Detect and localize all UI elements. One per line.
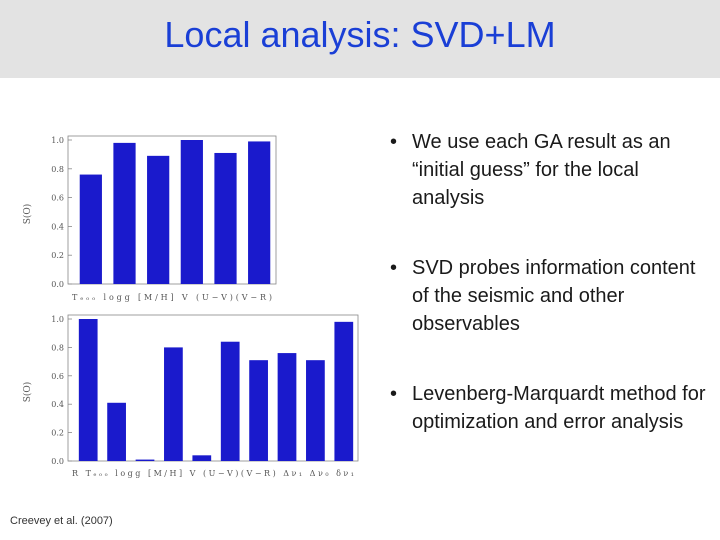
svd-bar-charts: 0.0 0.2 0.4 0.6 0.8 1.0 S(O) Tₑₒₒ logg [M/H] V …	[22, 135, 359, 478]
bullet-item: • We use each GA result as an “initial gu…	[380, 128, 710, 212]
bullet-dot: •	[390, 131, 398, 153]
bar	[135, 459, 155, 461]
bullet-text: We use each GA result as an “initial gue…	[412, 131, 671, 209]
bullet-dot: •	[390, 257, 398, 279]
bar	[192, 455, 212, 461]
x-tick-labels: Tₑₒₒ logg [M/H] V (U−V)(V−R)	[72, 293, 272, 302]
bar	[214, 152, 237, 284]
bullet-list: • We use each GA result as an “initial gu…	[380, 128, 710, 436]
x-tick-labels: R Tₑₒₒ logg [M/H] V (U−V)(V−R) Δν₁ Δν₀ δ…	[72, 469, 354, 478]
bullet-item: • SVD probes information content of the s…	[380, 254, 710, 338]
bar	[248, 141, 271, 284]
y-tick-label: 0.4	[51, 400, 64, 409]
y-tick-label: 0.4	[51, 222, 64, 231]
bar	[78, 319, 98, 461]
slide-title: Local analysis: SVD+LM	[164, 14, 556, 55]
bar	[334, 321, 354, 461]
y-tick-label: 0.2	[51, 429, 64, 438]
bullet-item: • Levenberg-Marquardt method for optimiza…	[380, 380, 710, 436]
y-tick-label: 1.0	[51, 136, 64, 145]
bar	[306, 360, 325, 461]
bullet-text: Levenberg-Marquardt method for optimizat…	[412, 383, 706, 433]
bar	[79, 174, 102, 284]
title-bar	[0, 0, 720, 78]
bar	[277, 353, 297, 461]
bar	[107, 402, 126, 461]
bar	[249, 360, 268, 461]
y-tick-label: 1.0	[51, 315, 64, 324]
y-tick-label: 0.8	[51, 343, 64, 352]
bar	[113, 142, 136, 284]
bar	[147, 155, 170, 284]
axes-frame	[67, 135, 277, 285]
y-axis-label: S(O)	[22, 382, 33, 403]
bullet-dot: •	[390, 383, 398, 405]
y-tick-label: 0.0	[51, 457, 64, 466]
bullet-text: SVD probes information content of the se…	[412, 257, 696, 335]
y-axis-label: S(O)	[22, 204, 33, 225]
citation: Creevey et al. (2007)	[10, 515, 113, 527]
axes-frame	[67, 314, 359, 462]
bar	[220, 341, 240, 461]
y-tick-label: 0.6	[51, 372, 64, 381]
y-tick-label: 0.8	[51, 165, 64, 174]
y-tick-label: 0.0	[51, 280, 64, 289]
figure-charts: 0.0 0.2 0.4 0.6 0.8 1.0 S(O) Tₑₒₒ logg [M/H] V …	[20, 124, 360, 480]
y-tick-label: 0.6	[51, 194, 64, 203]
y-tick-label: 0.2	[51, 251, 64, 260]
bar	[180, 140, 203, 284]
bar	[164, 347, 183, 461]
